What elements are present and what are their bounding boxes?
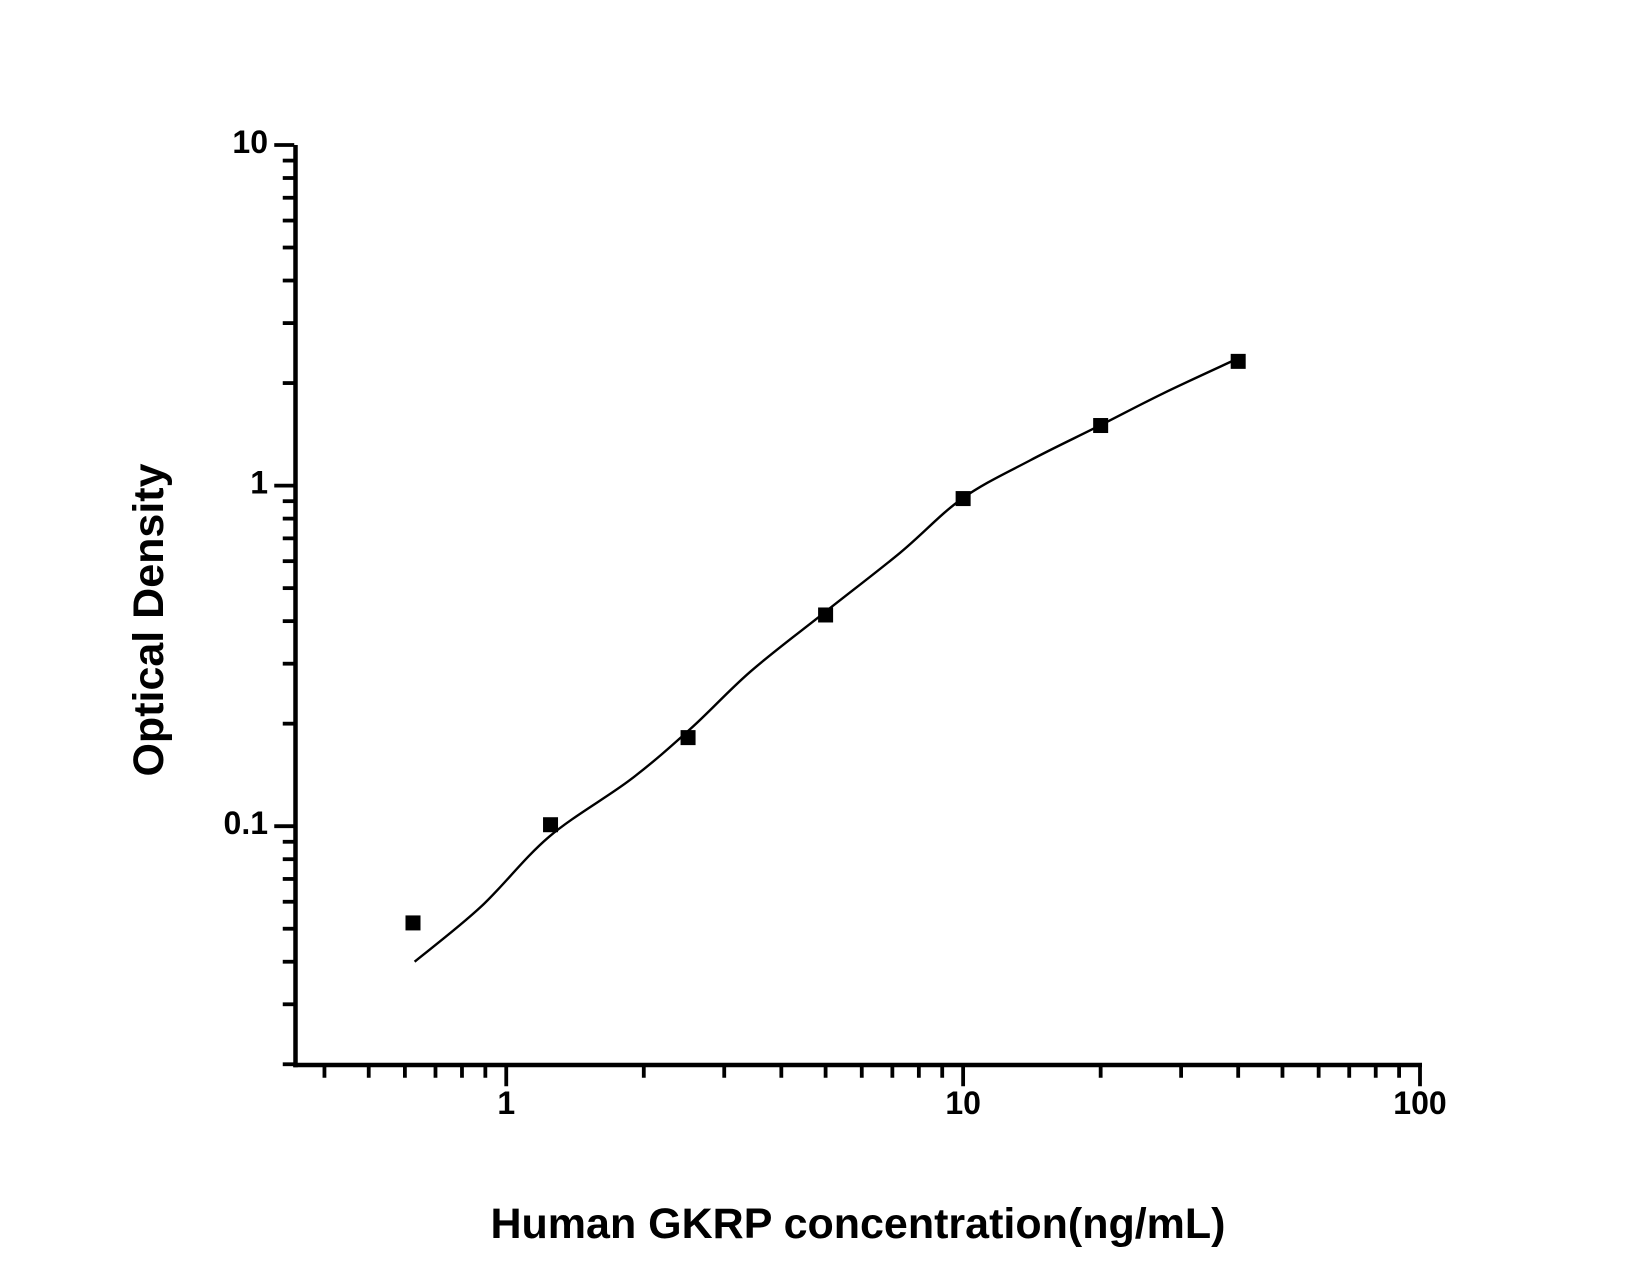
axes-layer: 1 10 100 0.1 1 10	[224, 124, 1447, 1121]
y-tick-label: 1	[250, 465, 268, 501]
data-series-layer	[405, 353, 1246, 963]
x-tick-label: 1	[497, 1085, 515, 1121]
data-point-marker	[1230, 353, 1246, 369]
x-tick-label: 100	[1393, 1085, 1446, 1121]
x-axis-title: Human GKRP concentration(ng/mL)	[490, 1200, 1225, 1248]
data-point-marker	[955, 491, 971, 507]
data-point-marker	[818, 607, 834, 623]
data-point-marker	[1093, 418, 1109, 434]
data-point-marker	[543, 817, 559, 833]
y-tick-label: 10	[232, 124, 268, 160]
y-tick-label: 0.1	[224, 805, 268, 841]
data-point-marker	[405, 915, 421, 931]
x-tick-label: 10	[945, 1085, 981, 1121]
data-point-marker	[680, 730, 696, 746]
fit-curve-line	[413, 360, 1233, 963]
y-axis-title: Optical Density	[125, 463, 173, 776]
